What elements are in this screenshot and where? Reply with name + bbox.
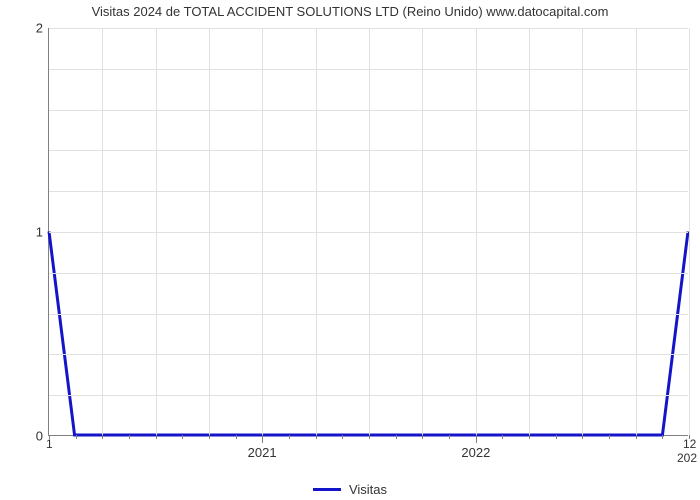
gridline-vertical — [636, 28, 637, 435]
y-axis-label: 0 — [36, 429, 43, 444]
gridline-vertical — [529, 28, 530, 435]
gridline-vertical — [316, 28, 317, 435]
x-axis-label: 2021 — [248, 445, 277, 460]
x-tick-minor — [102, 435, 103, 439]
legend-item: Visitas — [313, 482, 387, 497]
x-tick-minor — [129, 435, 130, 439]
x-tick-minor — [76, 435, 77, 439]
x-tick-minor — [289, 435, 290, 439]
x-tick-major — [262, 435, 263, 443]
y-axis-label: 2 — [36, 21, 43, 36]
gridline-vertical — [476, 28, 477, 435]
x-tick-minor — [182, 435, 183, 439]
x-tick-minor — [529, 435, 530, 439]
x-axis-start-label: 1 — [46, 437, 53, 451]
x-axis-label: 2022 — [461, 445, 490, 460]
x-tick-minor — [502, 435, 503, 439]
gridline-vertical — [209, 28, 210, 435]
x-axis-end-label-top: 12 — [683, 437, 696, 451]
chart-title: Visitas 2024 de TOTAL ACCIDENT SOLUTIONS… — [0, 4, 700, 19]
plot-area: 01220212022112202 — [48, 28, 688, 436]
y-axis-label: 1 — [36, 225, 43, 240]
x-tick-minor — [369, 435, 370, 439]
x-tick-minor — [556, 435, 557, 439]
gridline-vertical — [369, 28, 370, 435]
gridline-vertical — [262, 28, 263, 435]
gridline-vertical — [156, 28, 157, 435]
x-tick-minor — [236, 435, 237, 439]
x-tick-minor — [396, 435, 397, 439]
gridline-vertical — [102, 28, 103, 435]
legend-swatch — [313, 488, 341, 491]
legend: Visitas — [0, 478, 700, 497]
x-tick-major — [476, 435, 477, 443]
gridline-vertical — [582, 28, 583, 435]
legend-label: Visitas — [349, 482, 387, 497]
x-axis-end-label-bottom: 202 — [677, 451, 697, 465]
x-tick-minor — [156, 435, 157, 439]
x-tick-minor — [449, 435, 450, 439]
x-tick-minor — [209, 435, 210, 439]
x-tick-minor — [342, 435, 343, 439]
x-tick-minor — [582, 435, 583, 439]
chart-container: { "chart": { "type": "line", "title": "V… — [0, 0, 700, 500]
x-tick-minor — [636, 435, 637, 439]
x-tick-minor — [422, 435, 423, 439]
x-tick-minor — [662, 435, 663, 439]
x-tick-minor — [609, 435, 610, 439]
gridline-vertical — [689, 28, 690, 435]
gridline-vertical — [422, 28, 423, 435]
x-tick-minor — [316, 435, 317, 439]
